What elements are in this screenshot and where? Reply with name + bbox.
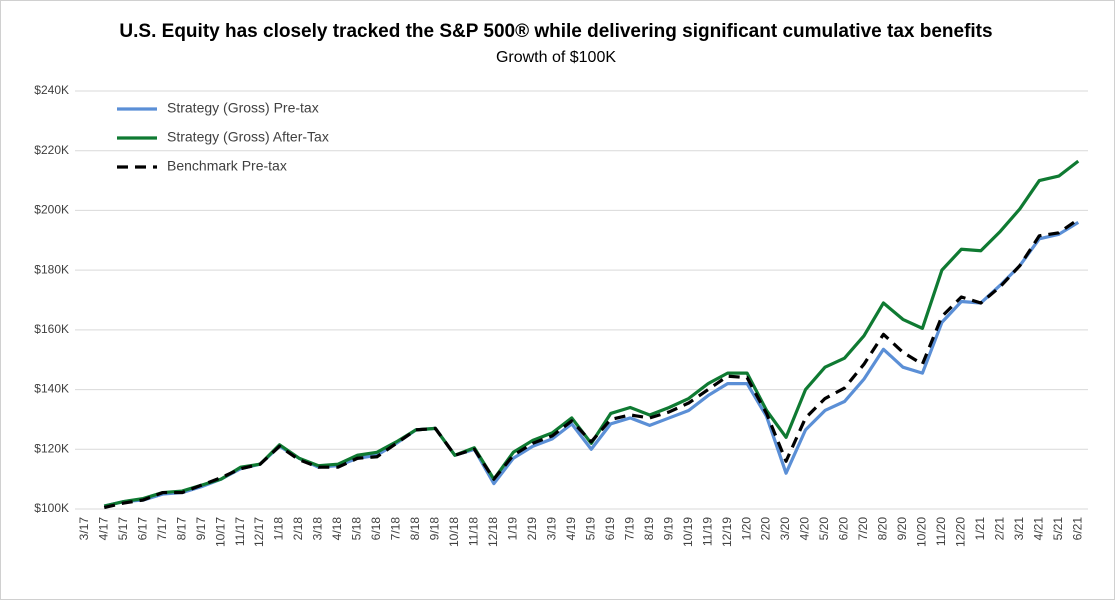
x-tick-label: 5/20 [817, 517, 831, 541]
y-tick-label: $120K [34, 441, 69, 455]
x-tick-label: 12/19 [720, 517, 734, 547]
x-tick-label: 8/19 [642, 517, 656, 541]
x-tick-label: 7/19 [622, 517, 636, 541]
x-tick-label: 3/18 [311, 517, 325, 541]
y-tick-label: $180K [34, 262, 69, 276]
x-tick-label: 7/20 [856, 517, 870, 541]
x-tick-label: 5/17 [116, 517, 130, 541]
x-tick-label: 10/18 [447, 517, 461, 547]
x-tick-label: 10/20 [915, 517, 929, 547]
x-tick-label: 9/18 [428, 517, 442, 541]
y-tick-label: $160K [34, 322, 69, 336]
x-tick-label: 11/20 [934, 517, 948, 546]
x-tick-label: 7/18 [389, 517, 403, 541]
x-tick-label: 12/18 [486, 517, 500, 547]
x-tick-label: 11/17 [233, 517, 247, 546]
x-tick-label: 3/20 [778, 517, 792, 541]
x-tick-label: 9/19 [661, 517, 675, 541]
x-tick-label: 12/20 [954, 517, 968, 547]
x-tick-label: 8/18 [408, 517, 422, 541]
x-tick-label: 4/18 [330, 517, 344, 541]
x-tick-label: 8/20 [876, 517, 890, 541]
x-tick-label: 9/20 [895, 517, 909, 541]
series-line [103, 218, 1080, 510]
x-tick-label: 4/19 [564, 517, 578, 541]
chart-subtitle: Growth of $100K [496, 49, 616, 66]
x-tick-label: 5/18 [350, 517, 364, 541]
legend-label: Benchmark Pre-tax [167, 158, 287, 174]
x-tick-label: 6/18 [369, 517, 383, 541]
x-tick-label: 6/19 [603, 517, 617, 541]
x-tick-label: 7/17 [155, 517, 169, 541]
x-tick-label: 5/19 [583, 517, 597, 541]
x-tick-label: 2/20 [759, 517, 773, 541]
x-tick-label: 2/19 [525, 517, 539, 541]
x-tick-label: 2/21 [993, 517, 1007, 541]
y-tick-label: $200K [34, 203, 69, 217]
y-tick-label: $140K [34, 382, 69, 396]
x-tick-label: 3/17 [77, 517, 91, 541]
x-tick-label: 1/20 [739, 517, 753, 541]
x-tick-label: 5/21 [1051, 517, 1065, 541]
x-tick-label: 8/17 [174, 517, 188, 541]
x-tick-label: 1/21 [973, 517, 987, 541]
x-tick-label: 3/21 [1012, 517, 1026, 541]
x-tick-label: 6/21 [1070, 517, 1084, 541]
x-tick-label: 2/18 [291, 517, 305, 541]
y-tick-label: $220K [34, 143, 69, 157]
x-tick-label: 1/18 [272, 517, 286, 541]
x-tick-label: 11/19 [700, 517, 714, 546]
x-tick-label: 4/20 [798, 517, 812, 541]
y-tick-label: $100K [34, 501, 69, 515]
x-tick-label: 1/19 [505, 517, 519, 541]
x-tick-label: 10/19 [681, 517, 695, 547]
x-tick-label: 12/17 [252, 517, 266, 547]
x-tick-label: 4/17 [96, 517, 110, 541]
x-tick-label: 4/21 [1031, 517, 1045, 541]
x-tick-label: 10/17 [213, 517, 227, 547]
x-tick-label: 6/17 [135, 517, 149, 541]
x-tick-label: 6/20 [837, 517, 851, 541]
chart-title: U.S. Equity has closely tracked the S&P … [119, 21, 992, 42]
legend-label: Strategy (Gross) Pre-tax [167, 100, 319, 116]
y-tick-label: $240K [34, 83, 69, 97]
x-tick-label: 11/18 [467, 517, 481, 546]
x-tick-label: 9/17 [194, 517, 208, 541]
legend-label: Strategy (Gross) After-Tax [167, 129, 329, 145]
x-tick-label: 3/19 [544, 517, 558, 541]
